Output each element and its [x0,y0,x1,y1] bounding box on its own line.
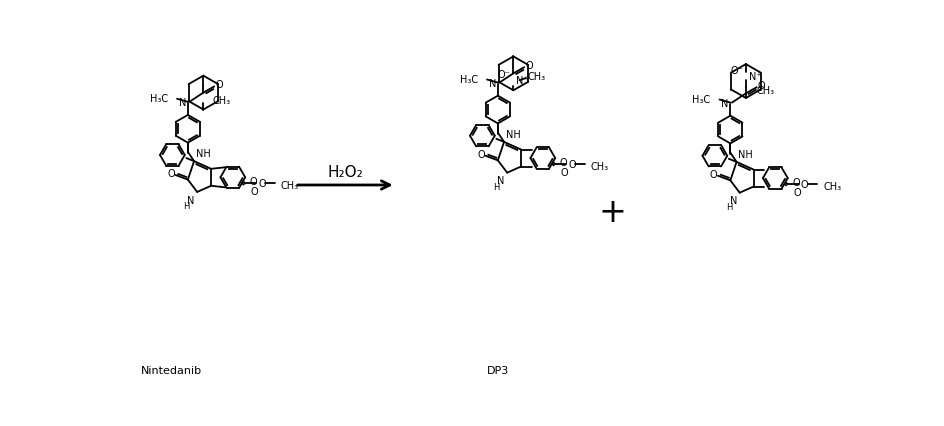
Text: CH₃: CH₃ [527,72,545,82]
Text: O: O [709,170,716,180]
Text: NH: NH [505,130,520,140]
Text: O⁻: O⁻ [730,66,742,76]
Text: O: O [560,167,567,178]
Text: O: O [215,80,223,90]
Text: N: N [729,196,736,206]
Text: H₂O₂: H₂O₂ [327,164,362,179]
Text: N⁺: N⁺ [749,72,761,82]
Text: O: O [792,187,800,198]
Text: N: N [497,176,504,186]
Text: O: O [249,177,257,187]
Text: H₃C: H₃C [459,75,478,84]
Text: H: H [493,183,499,192]
Text: N: N [488,78,496,88]
Text: O: O [801,180,808,190]
Text: O: O [525,61,532,71]
Text: CH₃: CH₃ [822,181,840,191]
Text: O: O [477,150,484,160]
Text: DP3: DP3 [486,365,509,375]
Text: CH₃: CH₃ [280,181,298,190]
Text: O: O [167,169,175,179]
Text: O⁻: O⁻ [497,70,510,80]
Text: Nintedanib: Nintedanib [142,365,202,375]
Text: O: O [791,178,800,187]
Text: O: O [250,187,258,197]
Text: O: O [559,158,567,167]
Text: H₃C: H₃C [691,95,710,104]
Text: H: H [183,202,190,211]
Text: NH: NH [195,149,211,159]
Text: CH₃: CH₃ [212,96,230,106]
Text: N: N [720,98,728,108]
Text: O: O [259,179,266,189]
Text: H₃C: H₃C [149,94,167,104]
Text: O: O [757,81,765,91]
Text: N: N [187,195,194,205]
Text: NH: NH [737,150,752,160]
Text: +: + [598,196,626,229]
Text: CH₃: CH₃ [590,161,608,171]
Text: H: H [725,203,732,212]
Text: O: O [568,160,576,170]
Text: N: N [178,98,186,108]
Text: CH₃: CH₃ [756,86,774,96]
Text: N⁺: N⁺ [516,76,529,86]
